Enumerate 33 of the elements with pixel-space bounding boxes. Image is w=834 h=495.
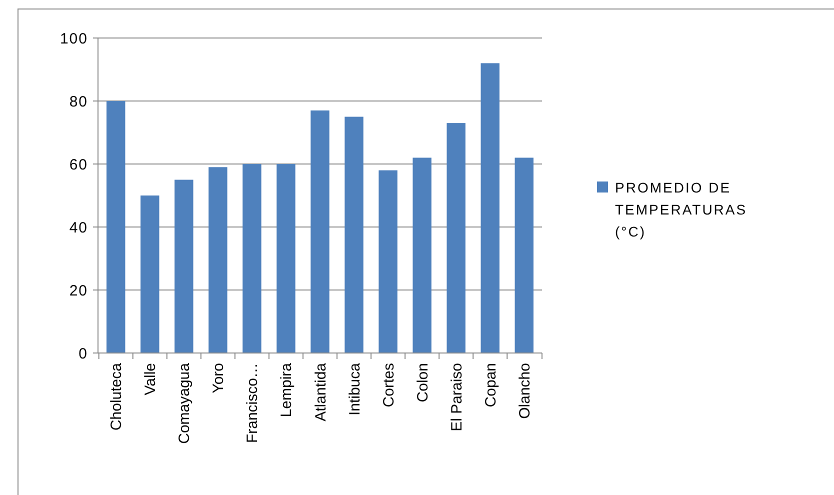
- x-tick-label: Olancho: [516, 363, 534, 419]
- x-tick-label: Copan: [482, 363, 500, 408]
- x-tick-label: Atlantida: [312, 362, 330, 422]
- x-tick-label: Comayagua: [176, 362, 194, 444]
- x-tick-label: Choluteca: [108, 362, 126, 431]
- x-tick-label: Francisco…: [244, 363, 262, 444]
- bar: [242, 164, 262, 353]
- y-tick-label: 60: [69, 156, 88, 174]
- x-tick-label: Colon: [414, 363, 432, 402]
- x-tick-label: Intibuca: [346, 362, 364, 416]
- y-tick-label: 0: [78, 345, 88, 362]
- x-tick-label: Yoro: [210, 363, 228, 394]
- bar: [344, 116, 364, 353]
- bar: [310, 110, 330, 353]
- bar: [480, 63, 500, 353]
- bar: [276, 164, 296, 353]
- bar: [412, 158, 432, 353]
- y-tick-label: 40: [69, 219, 88, 236]
- x-tick-label: Lempira: [278, 362, 296, 418]
- bar: [140, 196, 160, 353]
- bar: [106, 101, 126, 353]
- x-tick-label: Valle: [142, 363, 160, 396]
- bar: [446, 123, 466, 353]
- bar: [514, 158, 534, 353]
- legend-label: PROMEDIO DE TEMPERATURAS (°C): [615, 179, 748, 240]
- x-tick-label: Cortes: [380, 363, 398, 408]
- y-tick-label: 80: [69, 93, 88, 110]
- y-tick-label: 20: [69, 282, 88, 300]
- x-tick-label: El Paraiso: [448, 363, 466, 432]
- bar: [378, 170, 398, 353]
- y-tick-label: 100: [60, 30, 88, 48]
- bar: [208, 167, 228, 353]
- bar: [174, 180, 194, 353]
